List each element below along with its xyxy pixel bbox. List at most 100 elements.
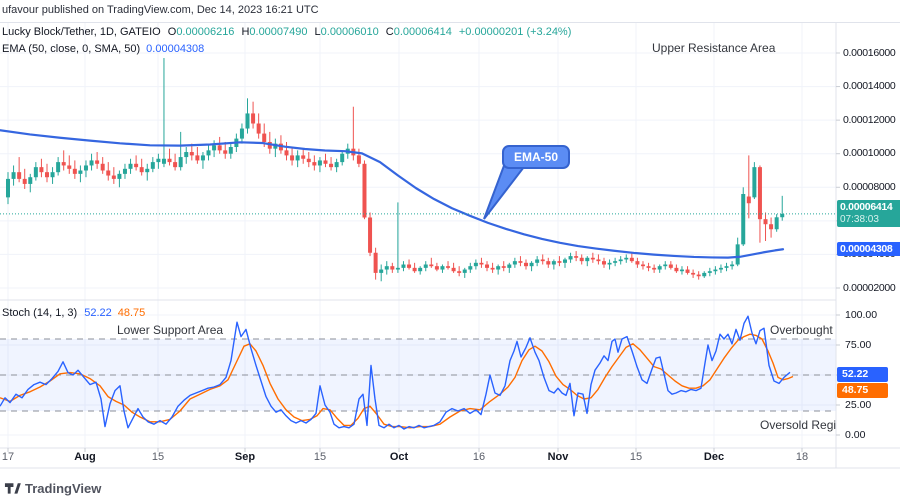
ohlc-pair: O0.00006216 [167, 26, 235, 38]
stoch-tick-label[interactable]: 25.00 [845, 398, 872, 411]
stoch-d-value: 48.75 [117, 307, 146, 319]
candle-body [624, 257, 629, 260]
candle-body [629, 257, 634, 262]
candle-body [479, 262, 484, 265]
price-tick-label[interactable]: 0.00016000 [843, 46, 896, 59]
candle-body [524, 262, 529, 267]
candle-body [312, 162, 317, 166]
candle-body [161, 158, 166, 164]
candle-body [763, 219, 768, 225]
candle-body [134, 163, 139, 168]
current-price-badge: 0.00006414 07:38:03 [837, 200, 900, 228]
current-price-value: 0.00006414 [840, 201, 893, 214]
candle-body [718, 267, 723, 270]
stoch-tick-label[interactable]: 75.00 [845, 338, 872, 351]
candle-body [11, 172, 16, 179]
candle-body [451, 267, 456, 272]
time-axis-label[interactable]: 15 [313, 451, 327, 463]
tradingview-logo[interactable]: TradingView [4, 480, 101, 496]
candle-body [668, 264, 673, 268]
candle-body [434, 266, 439, 270]
candle-body [462, 269, 467, 273]
candle-body [551, 261, 556, 265]
candle-body [757, 167, 762, 220]
time-axis-label[interactable]: 15 [629, 451, 643, 463]
candle-body [696, 274, 701, 277]
price-tick-label[interactable]: 0.00012000 [843, 113, 896, 126]
stoch-k-line [0, 315, 791, 430]
candle-body [262, 133, 267, 142]
stoch-tick-label[interactable]: 100.00 [845, 308, 878, 321]
symbol-legend-row[interactable]: Lucky Block/Tether, 1D, GATEIO O0.0000621… [2, 26, 571, 38]
time-axis-label[interactable]: Aug [74, 451, 96, 463]
candle-body [17, 172, 22, 179]
candle-body [323, 160, 328, 164]
candle-body [512, 261, 517, 265]
candle-body [518, 261, 523, 263]
annotation-upper-resistance[interactable]: Upper Resistance Area [652, 41, 776, 55]
candle-body [373, 252, 378, 273]
price-tick-label[interactable]: 0.00008000 [843, 180, 896, 193]
candle-body [490, 267, 495, 270]
time-axis-label[interactable]: Nov [547, 451, 569, 463]
candle-body [707, 271, 712, 273]
ema-50-callout[interactable]: EMA-50 [502, 145, 571, 169]
candle-body [290, 155, 295, 161]
ohlc-pair: H0.00007490 [241, 26, 308, 38]
candle-body [640, 264, 645, 267]
time-axis-label[interactable]: 17 [1, 451, 15, 463]
candle-body [72, 168, 77, 174]
tradingview-logo-icon [4, 483, 21, 494]
candle-body [563, 259, 567, 263]
candle-body [473, 262, 478, 267]
candle-body [111, 175, 116, 179]
candle-body [401, 264, 406, 268]
candle-body [173, 162, 178, 168]
ema-callout-tail [483, 162, 530, 220]
time-axis-label[interactable]: Dec [703, 451, 725, 463]
candle-body [485, 264, 490, 268]
candles[interactable] [6, 58, 785, 282]
attribution-bar: ufavour published on TradingView.com, De… [0, 0, 900, 23]
stoch-tick-label[interactable]: 0.00 [845, 428, 866, 441]
time-axis-label[interactable]: Sep [234, 451, 256, 463]
candle-body [741, 194, 746, 245]
candle-body [301, 155, 306, 159]
annotation-lower-support[interactable]: Lower Support Area [117, 323, 224, 337]
change-value: +0.00000201 (+3.24%) [458, 26, 572, 38]
candle-body [574, 256, 579, 258]
candle-body [635, 261, 640, 265]
candle-body [646, 266, 651, 268]
price-tick-label[interactable]: 0.00014000 [843, 80, 896, 93]
candle-body [652, 267, 657, 270]
candle-body [568, 256, 573, 260]
candle-body [735, 244, 740, 265]
candle-body [746, 196, 751, 204]
ema-legend-row[interactable]: EMA (50, close, 0, SMA, 50) 0.00004308 [2, 43, 204, 55]
time-axis-label[interactable]: 16 [472, 451, 486, 463]
candle-body [713, 269, 718, 272]
annotation-overbought[interactable]: Overbought Region [770, 323, 836, 337]
price-tick-label[interactable]: 0.00002000 [843, 281, 896, 294]
candle-body [679, 269, 684, 272]
candle-body [440, 266, 445, 270]
candle-body [228, 147, 233, 154]
candle-body [95, 160, 100, 164]
candle-body [295, 155, 300, 161]
candle-body [657, 266, 662, 270]
stoch-legend-row[interactable]: Stoch (14, 1, 3) 52.22 48.75 [2, 307, 145, 319]
ema-50-line[interactable] [0, 129, 785, 259]
candle-body [256, 123, 261, 134]
candle-body [663, 264, 668, 267]
candle-body [128, 163, 133, 169]
annotation-oversold[interactable]: Oversold Region [760, 418, 836, 432]
candle-body [601, 261, 606, 265]
price-tick-label[interactable]: 0.00010000 [843, 147, 896, 160]
candle-body [618, 259, 623, 262]
time-axis-label[interactable]: Oct [389, 451, 409, 463]
candle-body [200, 155, 205, 161]
time-axis-label[interactable]: 15 [151, 451, 165, 463]
time-axis-label[interactable]: 18 [795, 451, 809, 463]
candle-body [780, 213, 785, 218]
